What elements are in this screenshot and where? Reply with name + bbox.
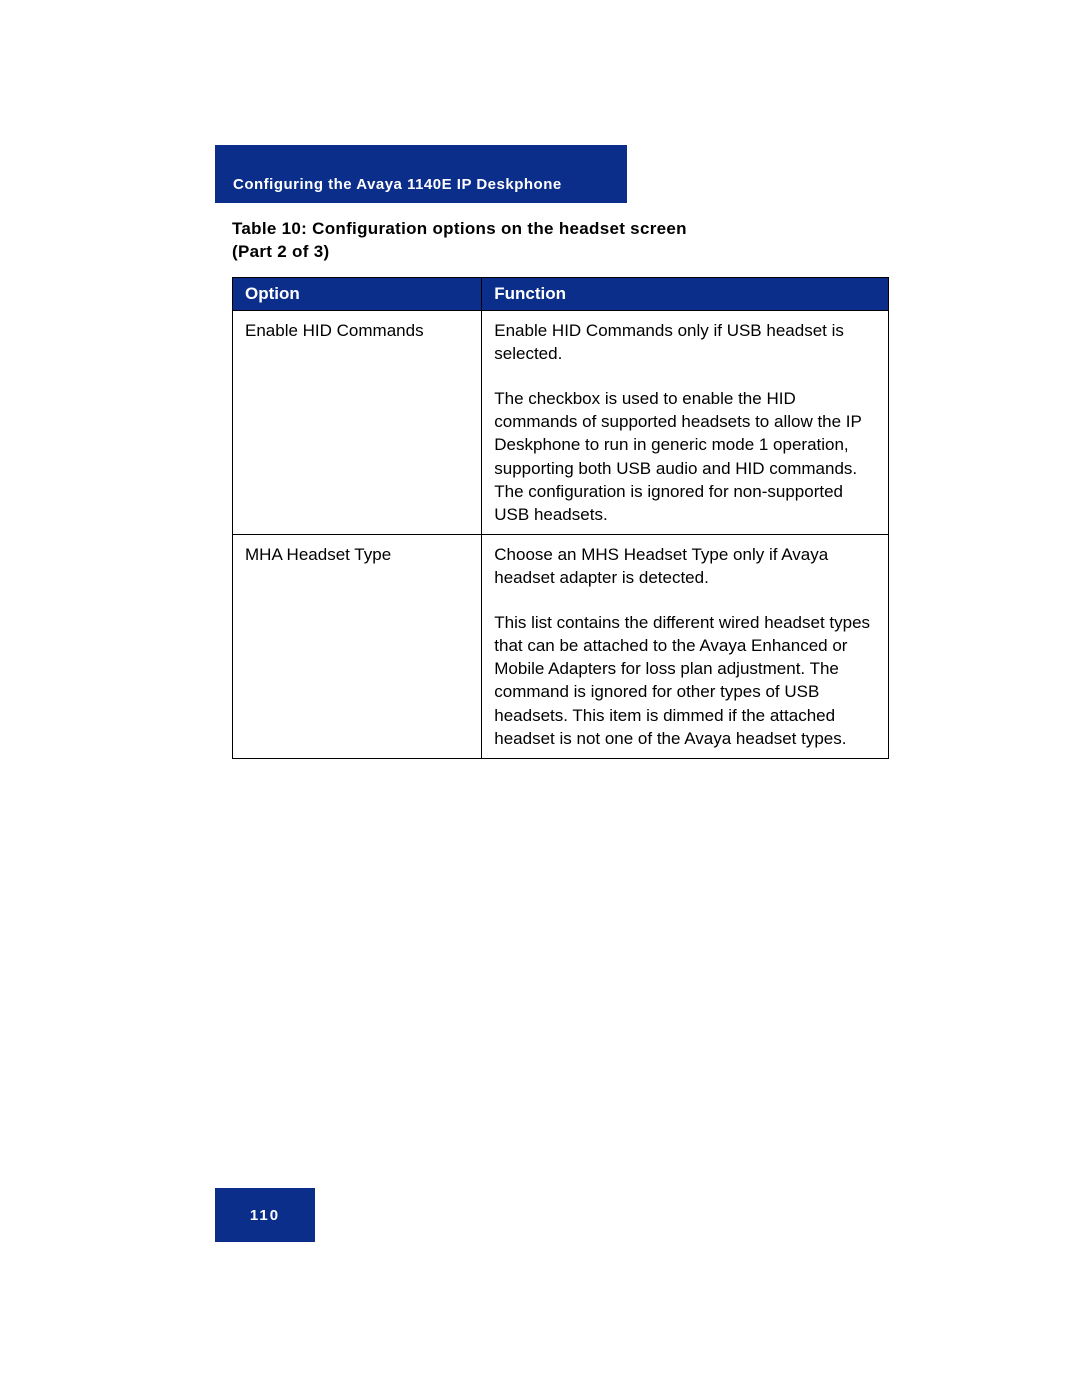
table-caption: Table 10: Configuration options on the h… xyxy=(232,218,892,264)
table: Option Function Enable HID Commands Enab… xyxy=(232,277,889,759)
function-paragraph: Enable HID Commands only if USB headset … xyxy=(494,319,876,365)
cell-function: Enable HID Commands only if USB headset … xyxy=(482,311,889,535)
table-caption-line1: Table 10: Configuration options on the h… xyxy=(232,218,892,241)
page-header-title: Configuring the Avaya 1140E IP Deskphone xyxy=(233,176,562,193)
cell-option: MHA Headset Type xyxy=(233,534,482,758)
column-header-option: Option xyxy=(233,278,482,311)
table-header-row: Option Function xyxy=(233,278,889,311)
table-row: MHA Headset Type Choose an MHS Headset T… xyxy=(233,534,889,758)
page-number: 110 xyxy=(250,1207,280,1224)
cell-option: Enable HID Commands xyxy=(233,311,482,535)
function-paragraph: This list contains the different wired h… xyxy=(494,611,876,750)
table-row: Enable HID Commands Enable HID Commands … xyxy=(233,311,889,535)
column-header-function: Function xyxy=(482,278,889,311)
config-options-table: Option Function Enable HID Commands Enab… xyxy=(232,277,889,759)
function-paragraph: Choose an MHS Headset Type only if Avaya… xyxy=(494,543,876,589)
page-footer-bar: 110 xyxy=(215,1188,315,1242)
page-header-bar: Configuring the Avaya 1140E IP Deskphone xyxy=(215,145,627,203)
cell-function: Choose an MHS Headset Type only if Avaya… xyxy=(482,534,889,758)
function-paragraph: The checkbox is used to enable the HID c… xyxy=(494,387,876,526)
table-caption-line2: (Part 2 of 3) xyxy=(232,241,892,264)
